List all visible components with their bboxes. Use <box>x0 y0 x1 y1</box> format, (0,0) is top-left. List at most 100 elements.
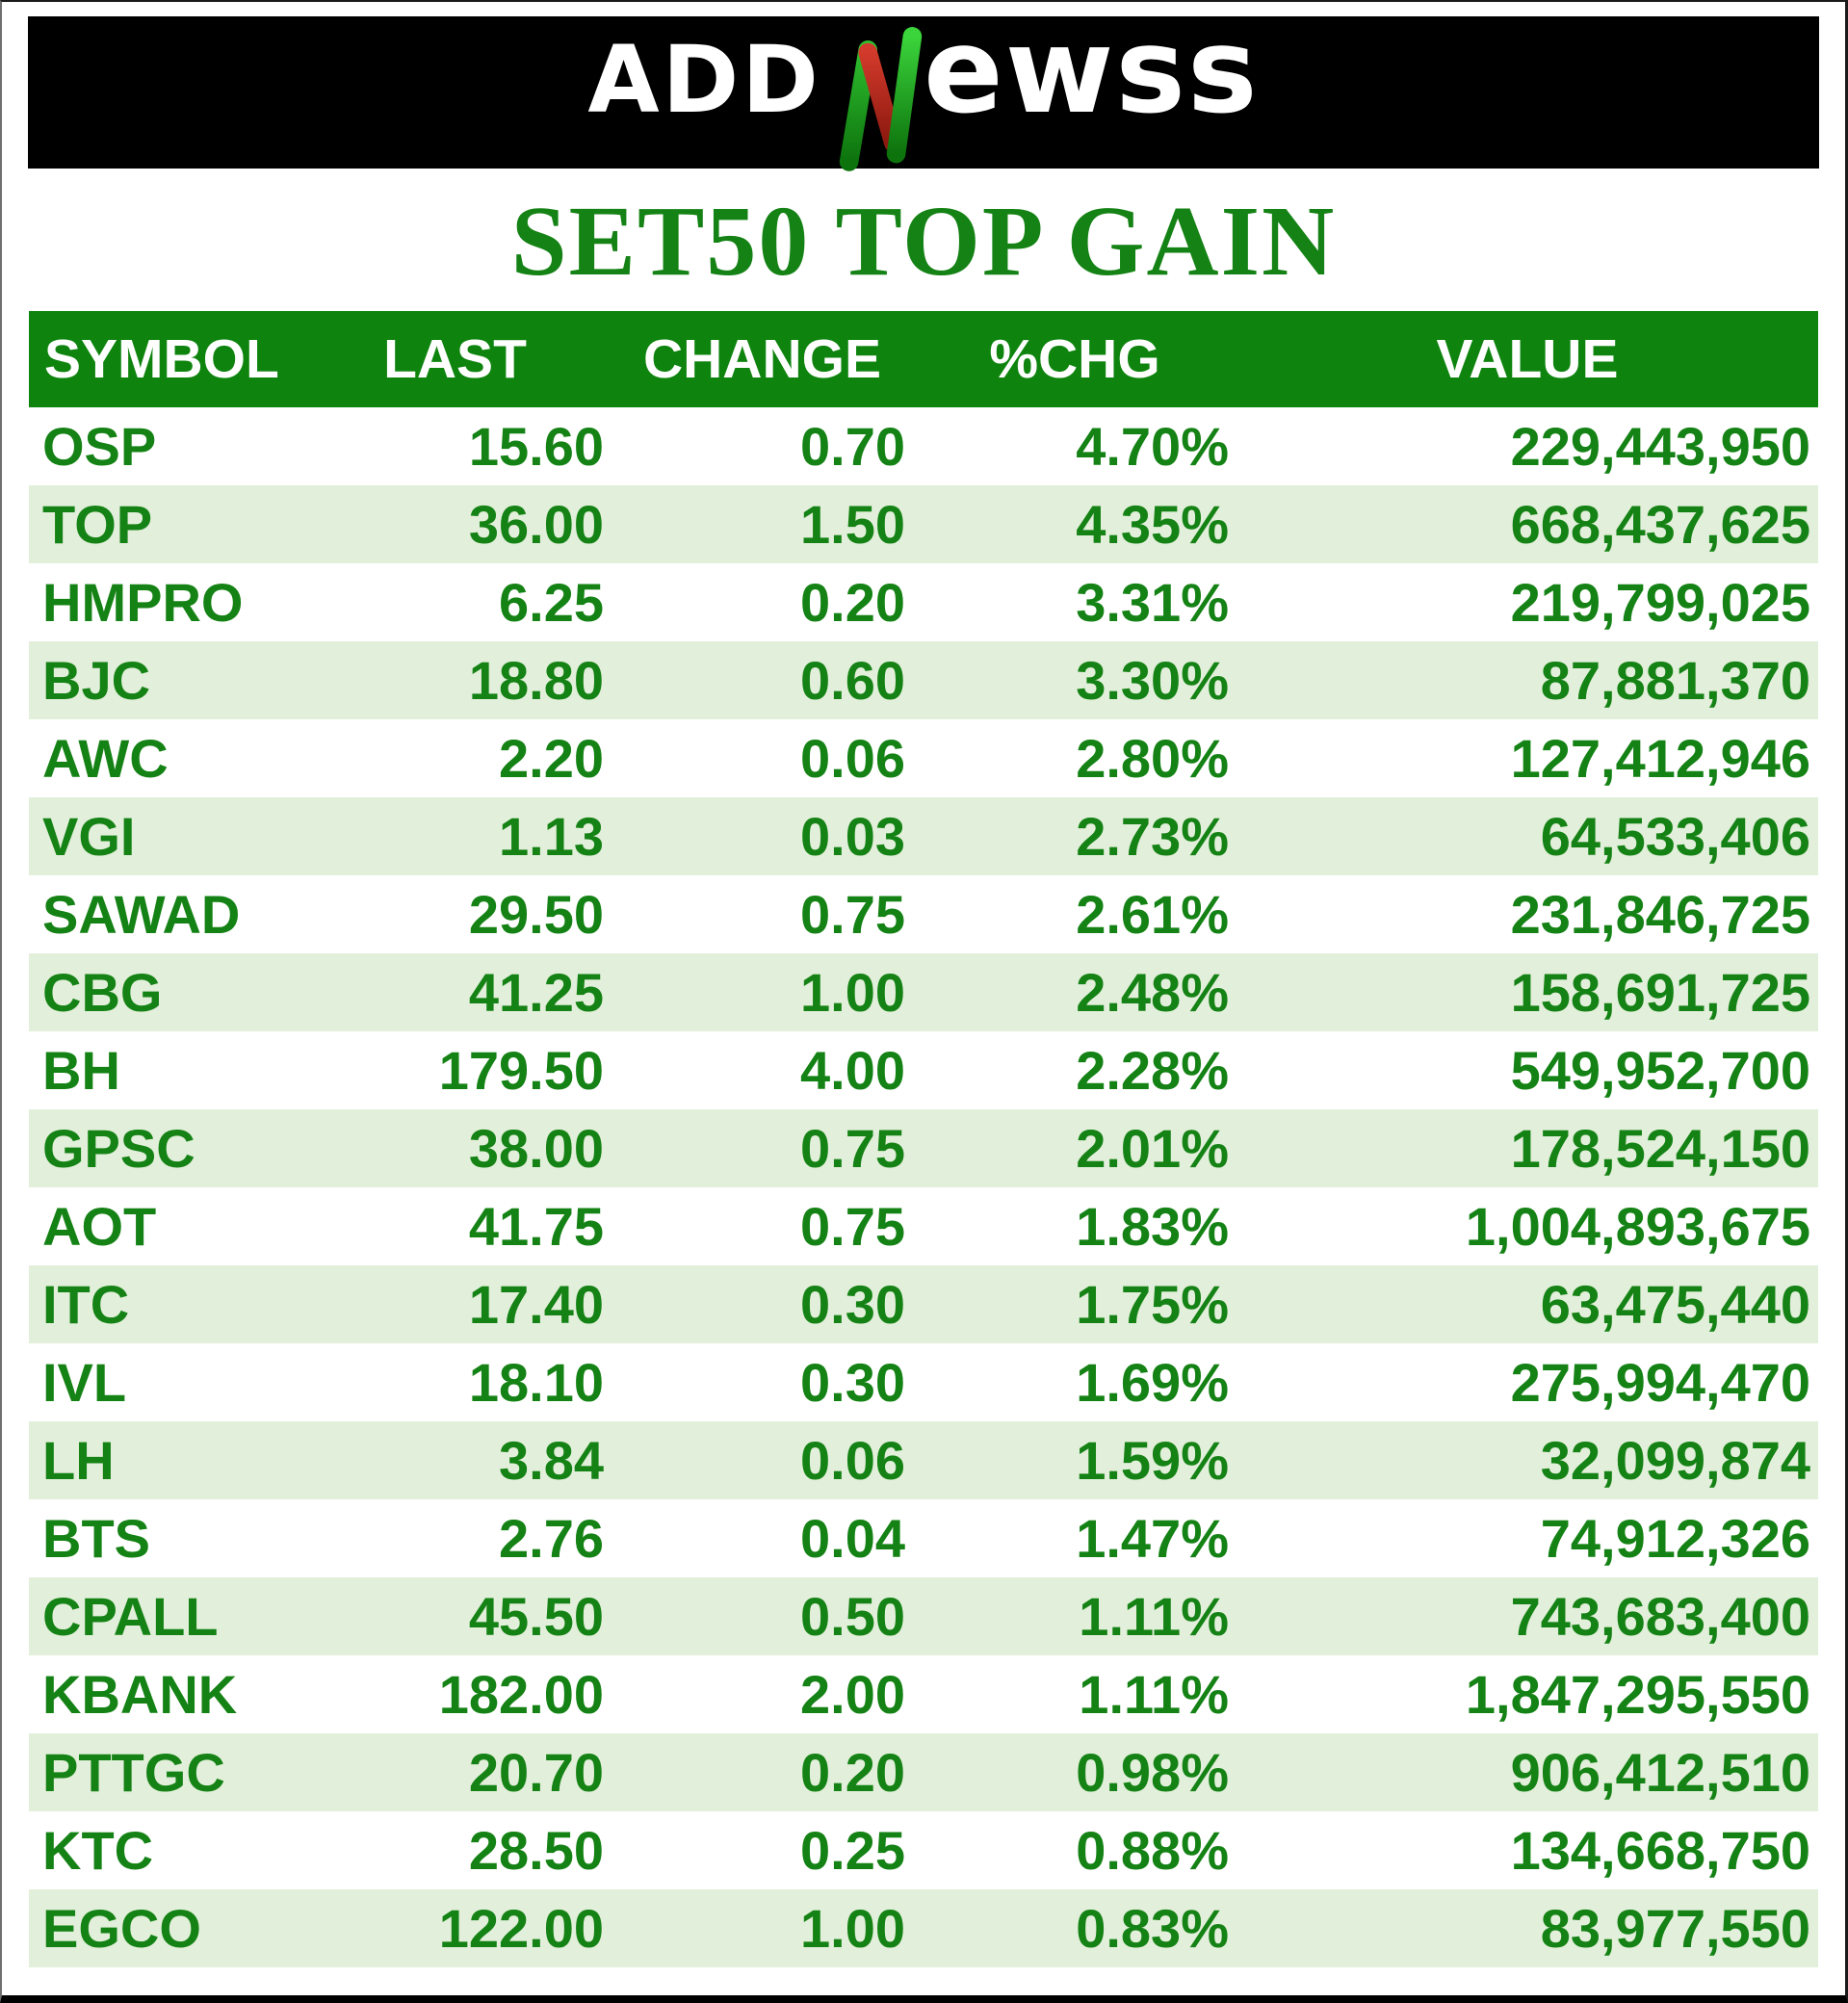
column-header-change: CHANGE <box>612 311 913 407</box>
cell-last: 29.50 <box>468 884 604 945</box>
cell-value: 63,475,440 <box>1540 1274 1810 1335</box>
cell-value: 743,683,400 <box>1510 1586 1810 1647</box>
cell-value: 668,437,625 <box>1510 494 1810 555</box>
cell-symbol: TOP <box>42 494 153 555</box>
cell-last: 20.70 <box>468 1742 604 1803</box>
cell-pct-chg: 2.61% <box>1076 884 1229 945</box>
cell-value: 549,952,700 <box>1510 1040 1810 1101</box>
cell-symbol: PTTGC <box>42 1742 225 1803</box>
table-row: OSP 15.60 0.70 4.70% 229,443,950 <box>29 407 1818 485</box>
page-title: SET50 TOP GAIN <box>510 186 1337 297</box>
cell-symbol: GPSC <box>42 1118 195 1179</box>
cell-pct-chg: 3.30% <box>1076 650 1229 711</box>
cell-symbol: KBANK <box>42 1664 238 1725</box>
cell-change: 1.00 <box>800 962 905 1023</box>
cell-change: 0.50 <box>800 1586 905 1647</box>
cell-change: 1.00 <box>800 1898 905 1959</box>
cell-pct-chg: 3.31% <box>1076 572 1229 633</box>
cell-pct-chg: 1.69% <box>1076 1352 1229 1413</box>
cell-value: 275,994,470 <box>1510 1352 1810 1413</box>
table-row: SAWAD 29.50 0.75 2.61% 231,846,725 <box>29 875 1818 953</box>
cell-pct-chg: 2.80% <box>1076 728 1229 789</box>
cell-symbol: CPALL <box>42 1586 219 1647</box>
cell-last: 41.25 <box>468 962 604 1023</box>
cell-last: 1.13 <box>499 806 604 867</box>
cell-value: 1,004,893,675 <box>1465 1196 1810 1257</box>
cell-value: 229,443,950 <box>1510 416 1810 477</box>
cell-symbol: LH <box>42 1430 115 1491</box>
table-row: AOT 41.75 0.75 1.83% 1,004,893,675 <box>29 1187 1818 1265</box>
cell-pct-chg: 2.48% <box>1076 962 1229 1023</box>
cell-value: 219,799,025 <box>1510 572 1810 633</box>
top-gain-table: SYMBOL LAST CHANGE %CHG VALUE OSP 15.60 … <box>29 311 1818 1967</box>
cell-last: 15.60 <box>468 416 604 477</box>
table-row: KBANK 182.00 2.00 1.11% 1,847,295,550 <box>29 1655 1818 1733</box>
cell-pct-chg: 0.88% <box>1076 1820 1229 1881</box>
cell-pct-chg: 1.11% <box>1079 1586 1229 1647</box>
cell-change: 0.75 <box>800 1196 905 1257</box>
cell-value: 134,668,750 <box>1510 1820 1810 1881</box>
cell-pct-chg: 1.59% <box>1076 1430 1229 1491</box>
cell-change: 0.60 <box>800 650 905 711</box>
cell-change: 0.20 <box>800 1742 905 1803</box>
cell-last: 45.50 <box>468 1586 604 1647</box>
table-row: BJC 18.80 0.60 3.30% 87,881,370 <box>29 641 1818 719</box>
cell-change: 1.50 <box>800 494 905 555</box>
cell-change: 0.30 <box>800 1352 905 1413</box>
cell-pct-chg: 2.28% <box>1076 1040 1229 1101</box>
cell-symbol: AWC <box>42 728 169 789</box>
cell-last: 6.25 <box>499 572 604 633</box>
logo-text-add: ADD <box>587 26 821 134</box>
cell-pct-chg: 2.73% <box>1076 806 1229 867</box>
logo-text-ewss: ewss <box>923 3 1260 140</box>
cell-symbol: OSP <box>42 416 157 477</box>
cell-symbol: VGI <box>42 806 136 867</box>
cell-change: 0.75 <box>800 1118 905 1179</box>
column-header-value: VALUE <box>1236 311 1818 407</box>
cell-value: 83,977,550 <box>1540 1898 1810 1959</box>
cell-symbol: BTS <box>42 1508 150 1569</box>
table-row: IVL 18.10 0.30 1.69% 275,994,470 <box>29 1343 1818 1421</box>
cell-value: 127,412,946 <box>1510 728 1810 789</box>
table-header: SYMBOL LAST CHANGE %CHG VALUE <box>29 311 1818 407</box>
cell-change: 0.06 <box>800 1430 905 1491</box>
cell-symbol: HMPRO <box>42 572 244 633</box>
cell-change: 0.04 <box>800 1508 905 1569</box>
cell-last: 18.80 <box>468 650 604 711</box>
cell-symbol: AOT <box>42 1196 157 1257</box>
table-row: EGCO 122.00 1.00 0.83% 83,977,550 <box>29 1889 1818 1967</box>
table-header-row: SYMBOL LAST CHANGE %CHG VALUE <box>29 311 1818 407</box>
cell-value: 64,533,406 <box>1540 806 1810 867</box>
cell-change: 4.00 <box>800 1040 905 1101</box>
cell-value: 87,881,370 <box>1540 650 1810 711</box>
table-row: ITC 17.40 0.30 1.75% 63,475,440 <box>29 1265 1818 1343</box>
cell-symbol: EGCO <box>42 1898 201 1959</box>
cell-change: 0.75 <box>800 884 905 945</box>
cell-last: 122.00 <box>438 1898 604 1959</box>
cell-pct-chg: 1.11% <box>1079 1664 1229 1725</box>
cell-pct-chg: 4.35% <box>1076 494 1229 555</box>
cell-change: 0.70 <box>800 416 905 477</box>
table-row: CBG 41.25 1.00 2.48% 158,691,725 <box>29 953 1818 1031</box>
cell-symbol: SAWAD <box>42 884 241 945</box>
cell-change: 2.00 <box>800 1664 905 1725</box>
table-body: OSP 15.60 0.70 4.70% 229,443,950 TOP 36.… <box>29 407 1818 1967</box>
cell-pct-chg: 0.83% <box>1076 1898 1229 1959</box>
cell-symbol: IVL <box>42 1352 127 1413</box>
cell-change: 0.30 <box>800 1274 905 1335</box>
cell-value: 74,912,326 <box>1540 1508 1810 1569</box>
table-row: TOP 36.00 1.50 4.35% 668,437,625 <box>29 485 1818 563</box>
cell-pct-chg: 1.47% <box>1076 1508 1229 1569</box>
cell-pct-chg: 4.70% <box>1076 416 1229 477</box>
cell-last: 36.00 <box>468 494 604 555</box>
cell-symbol: KTC <box>42 1820 154 1881</box>
cell-last: 179.50 <box>438 1040 604 1101</box>
cell-last: 17.40 <box>468 1274 604 1335</box>
cell-last: 41.75 <box>468 1196 604 1257</box>
table-row: BTS 2.76 0.04 1.47% 74,912,326 <box>29 1499 1818 1577</box>
cell-last: 2.20 <box>499 728 604 789</box>
cell-symbol: ITC <box>42 1274 130 1335</box>
cell-symbol: BH <box>42 1040 120 1101</box>
cell-value: 32,099,874 <box>1540 1430 1810 1491</box>
